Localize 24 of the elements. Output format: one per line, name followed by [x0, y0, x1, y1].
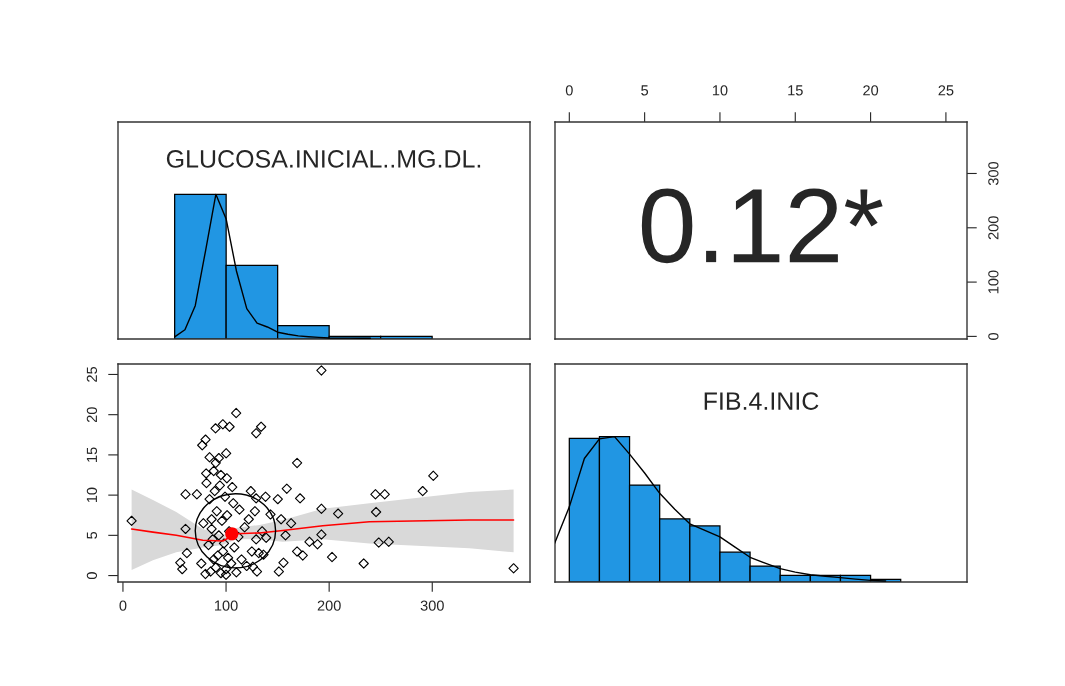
chart-title: FIB.4.INIC — [704, 392, 819, 410]
y-tick-label: 15 — [86, 447, 98, 462]
y-tick-label: 100 — [988, 270, 999, 294]
x-tick-label: 200 — [317, 600, 341, 611]
x-tick-label: 10 — [712, 85, 728, 96]
chart-title: GLUCOSA.INICIAL..MG.DL. — [166, 150, 481, 168]
x-tick-label: 300 — [420, 600, 444, 611]
x-tick-label: 100 — [215, 600, 238, 611]
line-series — [130, 519, 515, 542]
x-tick-label: 15 — [788, 85, 803, 96]
y-tick-label: 0 — [86, 572, 98, 580]
y-tick-label: 20 — [86, 407, 98, 423]
y-tick-label: 0 — [988, 332, 999, 340]
y-tick-label: 300 — [988, 161, 999, 186]
x-tick-label: 25 — [938, 85, 954, 96]
y-tick-label: 25 — [86, 366, 98, 382]
x-tick-label: 0 — [119, 600, 127, 611]
x-tick-label: 0 — [565, 85, 573, 96]
y-tick-label: 10 — [86, 487, 98, 503]
x-tick-label: 5 — [641, 85, 649, 96]
annotation: 0.12* — [641, 188, 883, 264]
x-tick-label: 20 — [863, 85, 879, 96]
y-tick-label: 5 — [86, 531, 98, 539]
y-tick-label: 200 — [988, 216, 999, 240]
